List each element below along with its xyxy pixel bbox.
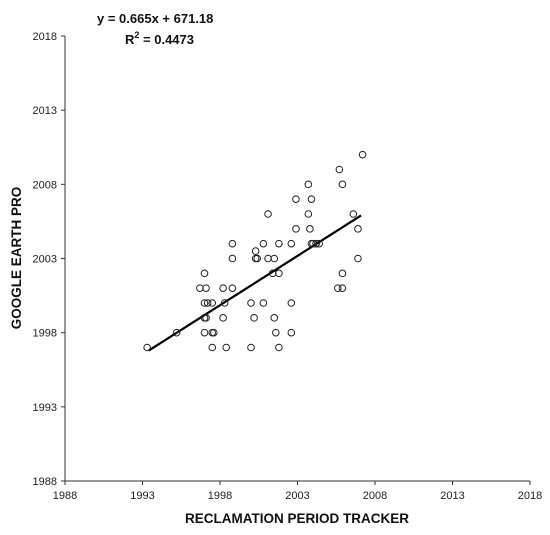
data-point bbox=[306, 225, 314, 233]
data-point bbox=[304, 210, 313, 218]
r-squared-label: R2 = 0.4473 bbox=[125, 30, 194, 47]
regression-equation: y = 0.665x + 671.18 bbox=[97, 11, 213, 26]
data-point bbox=[338, 269, 347, 278]
y-tick-label: 2013 bbox=[33, 105, 57, 117]
trendline-group bbox=[148, 214, 362, 352]
x-tick-label: 2008 bbox=[363, 490, 387, 502]
y-axis-ticks: 1988 1993 1998 2003 2008 2013 2018 bbox=[33, 31, 65, 488]
r-squared-superscript: 2 bbox=[134, 30, 139, 40]
x-tick-label: 1988 bbox=[53, 490, 77, 502]
x-axis-ticks: 1988 1993 1998 2003 2008 2013 2018 bbox=[53, 481, 542, 502]
data-point bbox=[251, 247, 260, 255]
data-point bbox=[275, 269, 283, 278]
data-point bbox=[210, 328, 218, 337]
y-tick-label: 2008 bbox=[33, 179, 57, 191]
y-axis-title: GOOGLE EARTH PRO bbox=[9, 187, 24, 330]
y-tick-label: 2018 bbox=[33, 31, 57, 43]
data-point bbox=[270, 254, 279, 263]
data-point bbox=[220, 299, 229, 307]
data-point bbox=[259, 239, 268, 248]
data-point bbox=[202, 284, 210, 292]
x-tick-label: 2018 bbox=[518, 490, 542, 502]
data-point bbox=[208, 343, 217, 352]
data-point bbox=[315, 239, 324, 248]
data-point bbox=[200, 269, 209, 278]
data-point bbox=[219, 314, 227, 322]
data-point bbox=[228, 254, 237, 263]
data-point bbox=[264, 254, 272, 263]
data-point bbox=[264, 210, 272, 218]
data-point bbox=[219, 284, 227, 292]
data-point bbox=[338, 180, 347, 189]
data-point bbox=[307, 195, 316, 203]
data-point bbox=[338, 284, 347, 292]
x-axis-title: RECLAMATION PERIOD TRACKER bbox=[185, 511, 409, 526]
data-point bbox=[270, 314, 279, 322]
data-point bbox=[304, 180, 313, 189]
data-point bbox=[203, 299, 212, 307]
x-tick-label: 2003 bbox=[285, 490, 309, 502]
data-point bbox=[349, 210, 358, 218]
data-point bbox=[196, 284, 204, 292]
y-tick-label: 1988 bbox=[33, 476, 57, 488]
y-tick-label: 1998 bbox=[33, 328, 57, 340]
data-point bbox=[259, 299, 268, 307]
x-tick-label: 1993 bbox=[130, 490, 154, 502]
data-point bbox=[354, 254, 362, 263]
y-tick-label: 1993 bbox=[33, 402, 57, 414]
trendline bbox=[148, 214, 362, 352]
data-point bbox=[358, 150, 367, 159]
data-point bbox=[208, 299, 217, 307]
data-point bbox=[312, 239, 320, 248]
data-point bbox=[292, 195, 300, 203]
data-point bbox=[228, 284, 237, 292]
data-point bbox=[354, 225, 362, 233]
data-points bbox=[143, 150, 367, 352]
data-point bbox=[275, 239, 283, 248]
x-tick-label: 1998 bbox=[208, 490, 232, 502]
data-point bbox=[172, 328, 181, 337]
data-point bbox=[200, 299, 209, 307]
data-point bbox=[222, 343, 230, 352]
axes bbox=[64, 36, 530, 482]
data-point bbox=[200, 328, 209, 337]
data-point bbox=[250, 314, 258, 322]
y-tick-label: 2003 bbox=[33, 254, 57, 266]
data-point bbox=[247, 299, 255, 307]
data-point bbox=[228, 239, 237, 248]
data-point bbox=[292, 225, 300, 233]
x-tick-label: 2013 bbox=[440, 490, 464, 502]
data-point bbox=[143, 343, 151, 352]
regression-annotation: y = 0.665x + 671.18 R2 = 0.4473 bbox=[97, 11, 213, 47]
data-point bbox=[287, 299, 296, 307]
data-point bbox=[275, 343, 283, 352]
data-point bbox=[287, 239, 296, 248]
data-point bbox=[208, 328, 217, 337]
data-point bbox=[202, 314, 210, 322]
data-point bbox=[251, 254, 260, 263]
data-point bbox=[272, 328, 280, 337]
data-point bbox=[253, 254, 262, 263]
data-point bbox=[334, 284, 342, 292]
data-point bbox=[287, 328, 296, 337]
data-point bbox=[247, 343, 255, 352]
data-point bbox=[335, 165, 344, 174]
